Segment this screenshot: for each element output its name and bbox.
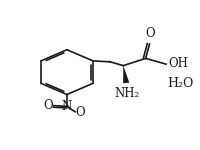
Text: H₂O: H₂O (167, 77, 194, 90)
Text: NH₂: NH₂ (115, 87, 140, 100)
Text: O: O (76, 106, 85, 119)
Text: O: O (146, 27, 155, 40)
Polygon shape (123, 66, 129, 83)
Text: N: N (62, 100, 72, 113)
Text: O: O (43, 99, 53, 112)
Text: OH: OH (168, 57, 188, 70)
